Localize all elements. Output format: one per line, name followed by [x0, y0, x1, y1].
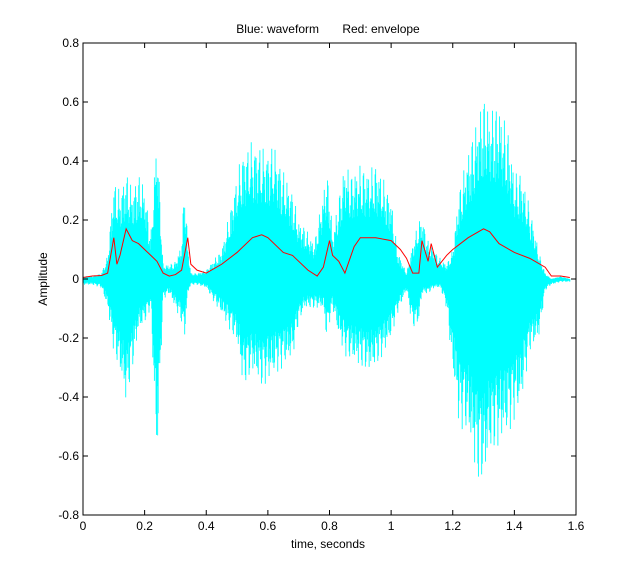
x-tick-label: 0.8 [321, 519, 338, 533]
y-tick-label: 0 [72, 272, 79, 286]
envelope-series [82, 227, 570, 279]
x-tick-label: 0.4 [198, 519, 215, 533]
y-tick-label: 0.8 [62, 36, 79, 50]
x-tick-label: 0.6 [260, 519, 277, 533]
x-axis-label: time, seconds [291, 537, 365, 551]
y-axis-label: Amplitude [36, 252, 50, 306]
y-tick-label: -0.8 [58, 508, 79, 522]
chart-title: Blue: waveform Red: envelope [236, 22, 420, 36]
axis-ticks: 0 0.2 0.4 0.6 0.8 1 1.2 1.4 1.6 -0.8 -0.6 -0.4 -0.2 0… [58, 36, 584, 533]
x-tick-label: 0.2 [136, 519, 153, 533]
y-tick-label: -0.4 [58, 390, 79, 404]
y-tick-label: -0.2 [58, 331, 79, 345]
x-tick-label: 1.4 [506, 519, 523, 533]
x-tick-label: 1.2 [444, 519, 461, 533]
envelope-line [82, 227, 570, 279]
x-tick-label: 0 [80, 519, 87, 533]
x-tick-label: 1.6 [568, 519, 585, 533]
y-tick-label: 0.6 [62, 95, 79, 109]
y-tick-label: 0.4 [62, 154, 79, 168]
y-tick-label: -0.6 [58, 449, 79, 463]
y-tick-label: 0.2 [62, 213, 79, 227]
x-tick-label: 1 [388, 519, 395, 533]
